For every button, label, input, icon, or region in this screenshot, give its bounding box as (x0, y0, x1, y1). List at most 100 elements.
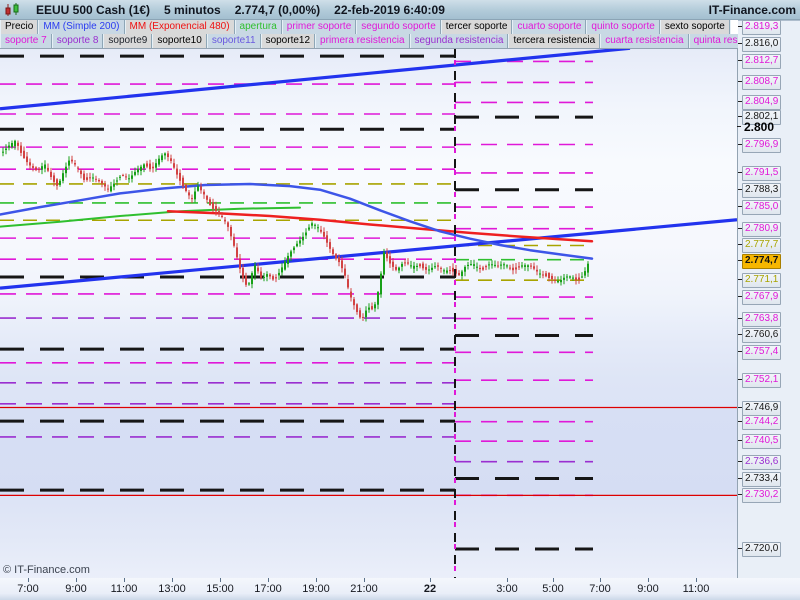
legend-item-soporte11[interactable]: soporte11 (206, 34, 261, 48)
candle-body (470, 264, 472, 266)
price-axis-label: 2.804,9 (738, 95, 782, 111)
candle-body (569, 276, 571, 278)
axis-tick (738, 227, 742, 229)
candle-body (512, 267, 514, 271)
axis-tick (738, 171, 742, 173)
price-axis-label: 2.767,9 (738, 290, 782, 306)
candle-body (545, 273, 547, 277)
candle-body (428, 269, 430, 271)
axis-tick (738, 351, 742, 353)
time-axis-label: 19:00 (302, 583, 330, 595)
legend-item-precio[interactable]: Precio (0, 20, 39, 34)
candle-body (161, 155, 163, 161)
time-axis-label: 11:00 (682, 583, 710, 595)
candle-body (398, 267, 400, 271)
candle-body (524, 265, 526, 267)
legend-item-primera-resistencia[interactable]: primera resistencia (315, 34, 410, 48)
legend-item-soporte12[interactable]: soporte12 (260, 34, 316, 48)
candle-body (371, 306, 373, 310)
candle-body (296, 243, 298, 247)
price-axis-label: 2.757,4 (738, 345, 782, 361)
legend-item-mm-simple-200-[interactable]: MM (Simple 200) (38, 20, 125, 34)
candle-body (302, 236, 304, 241)
candle-body (557, 280, 559, 283)
legend-item-tercer-soporte[interactable]: tercer soporte (440, 20, 513, 34)
legend-item-soporte10[interactable]: soporte10 (152, 34, 207, 48)
legend-item-sexto-soporte[interactable]: sexto soporte (659, 20, 730, 34)
legend-item-segundo-soporte[interactable]: segundo soporte (356, 20, 441, 34)
candle-body (542, 274, 544, 276)
candle-body (356, 304, 358, 312)
legend-item-soporte-7[interactable]: soporte 7 (0, 34, 52, 48)
legend-item-apertura[interactable]: apertura (234, 20, 282, 34)
candle-body (26, 156, 28, 163)
price-axis-label: 2.733,4 (738, 471, 782, 487)
candle-body (86, 177, 88, 180)
candle-body (257, 267, 259, 272)
candle-body (392, 261, 394, 267)
candle-body (347, 279, 349, 288)
legend-item-soporte-8[interactable]: soporte 8 (51, 34, 104, 48)
candle-body (254, 265, 256, 276)
candle-body (50, 171, 52, 177)
candle-body (368, 307, 370, 310)
legend-item-tercera-resistencia[interactable]: tercera resistencia (508, 34, 601, 48)
legend-item-soporte9[interactable]: soporte9 (103, 34, 153, 48)
candle-body (317, 227, 319, 229)
legend-item-cuarto-soporte[interactable]: cuarto soporte (512, 20, 587, 34)
candle-body (83, 173, 85, 180)
candlestick-chart[interactable] (0, 49, 737, 579)
legend-item-segunda-resistencia[interactable]: segunda resistencia (409, 34, 509, 48)
candle-body (359, 310, 361, 318)
legend-item-label: cuarto soporte (517, 21, 582, 32)
candle-body (482, 267, 484, 270)
legend-item-mm-exponencial-480-[interactable]: MM (Exponencial 480) (124, 20, 235, 34)
candle-body (23, 150, 25, 158)
candle-body (413, 265, 415, 269)
candle-body (350, 291, 352, 298)
candle-body (419, 264, 421, 267)
candle-body (410, 265, 412, 267)
price-axis-label: 2.816,0 (738, 37, 782, 53)
candle-body (305, 232, 307, 236)
legend-item-quinto-soporte[interactable]: quinto soporte (586, 20, 660, 34)
legend-item-quinta-resi[interactable]: quinta resi (688, 34, 745, 48)
candle-body (401, 263, 403, 267)
candle-body (53, 175, 55, 182)
candle-body (188, 192, 190, 196)
candle-body (128, 178, 130, 180)
price-axis-label: 2.800 (737, 121, 776, 134)
title-bar: EEUU 500 Cash (1€) 5 minutos 2.774,7 (0,… (0, 0, 800, 20)
candle-body (506, 265, 508, 267)
candle-body (458, 273, 460, 275)
candle-body (467, 264, 469, 266)
candle-body (236, 247, 238, 258)
candle-body (344, 268, 346, 276)
candle-body (29, 162, 31, 166)
candle-body (437, 265, 439, 267)
candle-body (242, 267, 244, 279)
candle-body (38, 169, 40, 171)
time-axis-label: 21:00 (350, 583, 378, 595)
price-axis-label: 2.740,5 (738, 434, 782, 450)
time-axis-label: 3:00 (496, 583, 518, 595)
candlestick-icon (5, 2, 19, 16)
price-axis-label: 2.788,3 (738, 182, 782, 198)
candle-body (578, 277, 580, 280)
candle-body (260, 271, 262, 278)
time-axis-tick (507, 578, 508, 582)
chart-plot-area[interactable]: © IT-Finance.com (0, 48, 738, 579)
candle-body (491, 264, 493, 266)
legend-item-primer-soporte[interactable]: primer soporte (281, 20, 357, 34)
time-axis-label: 11:00 (110, 583, 138, 595)
legend-item-cuarta-resistencia[interactable]: cuarta resistencia (600, 34, 689, 48)
candle-body (227, 222, 229, 227)
candle-body (560, 280, 562, 283)
axis-tick (738, 60, 742, 62)
candle-body (431, 267, 433, 270)
legend-item-label: soporte11 (211, 35, 256, 46)
candle-body (47, 167, 49, 171)
candle-body (137, 168, 139, 173)
time-axis-tick (124, 578, 125, 582)
candle-body (149, 163, 151, 170)
